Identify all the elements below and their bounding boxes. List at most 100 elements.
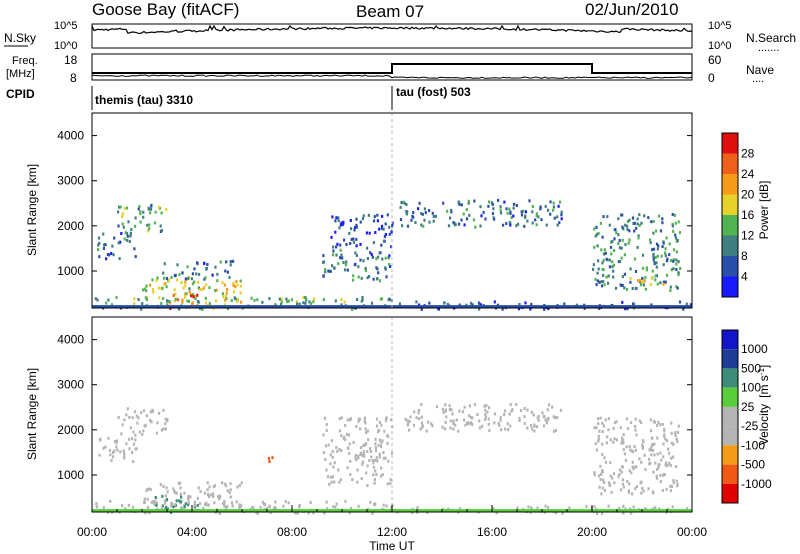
data-cell [349, 459, 352, 463]
data-cell [374, 469, 377, 473]
data-cell [601, 469, 604, 473]
data-cell [143, 287, 146, 291]
data-cell [382, 503, 385, 507]
data-cell [362, 450, 365, 454]
data-cell [655, 474, 658, 478]
data-cell [334, 230, 337, 234]
data-cell [675, 285, 678, 289]
data-cell [150, 500, 153, 504]
data-cell [526, 219, 529, 223]
data-cell [372, 219, 376, 223]
data-cell [119, 240, 122, 244]
data-cell [484, 415, 487, 419]
data-cell [261, 300, 264, 304]
data-cell [229, 260, 232, 264]
data-cell [649, 283, 652, 286]
colorbar-tick-label: 12 [741, 229, 755, 243]
data-cell [388, 254, 391, 258]
data-cell [452, 427, 455, 431]
data-cell [177, 307, 181, 311]
data-cell [657, 214, 661, 218]
data-cell [492, 506, 495, 510]
data-cell [463, 223, 466, 227]
data-cell [240, 481, 243, 485]
data-cell [613, 472, 616, 476]
data-cell [325, 468, 328, 472]
data-cell [322, 274, 325, 278]
data-cell [331, 450, 334, 453]
data-cell [173, 274, 176, 278]
data-cell [674, 221, 677, 225]
data-cell [601, 235, 604, 239]
data-cell [333, 266, 336, 270]
data-cell [664, 251, 667, 255]
data-cell [633, 302, 636, 306]
data-cell [515, 204, 518, 207]
data-cell [302, 296, 305, 300]
data-cell [662, 282, 665, 286]
data-cell [155, 279, 158, 283]
data-cell [487, 417, 490, 421]
data-cell [643, 279, 646, 283]
data-cell [476, 413, 479, 416]
data-cell [606, 435, 609, 439]
data-cell [374, 231, 377, 234]
data-cell [310, 301, 313, 305]
data-cell [371, 459, 374, 463]
data-cell [455, 418, 458, 422]
data-cell [366, 464, 369, 468]
nave-label: Nave [746, 63, 774, 77]
data-cell [601, 261, 604, 265]
data-cell [366, 276, 369, 280]
data-cell [378, 279, 381, 283]
data-cell [664, 247, 667, 251]
data-cell [381, 257, 384, 261]
data-cell [418, 417, 421, 421]
data-cell [515, 224, 518, 228]
data-cell [110, 303, 114, 307]
data-cell [117, 224, 120, 228]
data-cell [391, 221, 394, 225]
data-cell [239, 291, 242, 295]
data-cell [610, 240, 613, 244]
data-cell [164, 417, 167, 421]
data-cell [547, 506, 550, 509]
data-cell [451, 412, 454, 416]
colorbar-swatch [722, 215, 738, 236]
data-cell [662, 263, 665, 267]
data-cell [635, 226, 638, 230]
data-cell [328, 482, 331, 486]
x-tick-label: 16:00 [477, 525, 507, 539]
data-cell [612, 275, 615, 279]
data-cell [191, 282, 194, 286]
data-cell [357, 504, 360, 508]
data-cell [503, 409, 507, 413]
data-cell [222, 295, 225, 299]
data-cell [618, 506, 621, 510]
data-cell [601, 421, 604, 425]
data-cell [560, 210, 563, 214]
colorbar-tick-label: 28 [741, 147, 755, 161]
data-cell [322, 433, 325, 437]
data-cell [385, 275, 388, 279]
data-cell [184, 502, 187, 506]
data-cell [535, 425, 538, 429]
data-cell [228, 275, 231, 279]
data-cell [652, 220, 655, 223]
data-cell [376, 459, 379, 463]
data-cell [398, 302, 401, 306]
data-cell [552, 415, 555, 419]
data-cell [524, 214, 527, 218]
data-cell [313, 297, 316, 301]
data-cell [541, 411, 544, 415]
data-cell [653, 453, 656, 457]
data-cell [342, 221, 345, 225]
data-cell [602, 280, 605, 284]
data-cell [204, 276, 207, 280]
data-cell [361, 460, 365, 464]
data-cell [530, 410, 533, 414]
data-cell [488, 200, 491, 204]
data-cell [331, 215, 334, 219]
data-cell [350, 227, 353, 231]
data-cell [608, 484, 611, 488]
